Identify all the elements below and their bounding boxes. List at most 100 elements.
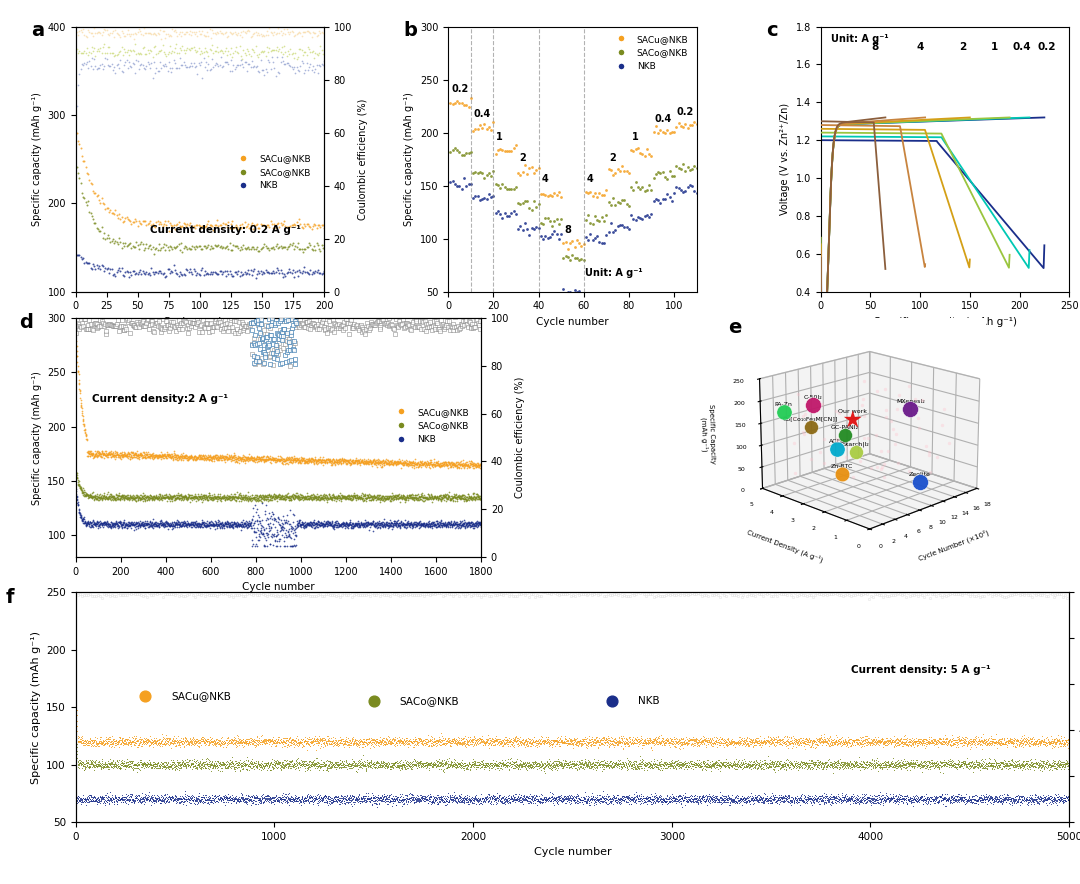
Point	[849, 792, 866, 806]
Point	[156, 736, 173, 751]
Point	[215, 321, 232, 335]
Point	[224, 450, 241, 464]
Point	[177, 789, 194, 804]
Point	[462, 492, 480, 507]
Point	[422, 320, 440, 334]
Point	[146, 517, 163, 531]
Point	[996, 789, 1013, 804]
Point	[788, 589, 806, 603]
Point	[617, 739, 634, 753]
Point	[882, 759, 900, 774]
Point	[90, 42, 107, 56]
Point	[492, 759, 510, 774]
Point	[528, 733, 545, 747]
Point	[883, 789, 901, 804]
Point	[400, 758, 417, 772]
Point	[663, 587, 680, 601]
Point	[729, 736, 746, 751]
Point	[436, 755, 454, 769]
Point	[231, 452, 248, 466]
Point	[619, 735, 636, 750]
Point	[895, 759, 913, 774]
Point	[121, 492, 138, 507]
Point	[465, 759, 483, 774]
Point	[471, 492, 488, 507]
Point	[345, 490, 362, 504]
Point	[752, 735, 769, 749]
Point	[461, 490, 478, 504]
Point	[635, 756, 652, 770]
Point	[852, 759, 869, 774]
Point	[1016, 758, 1034, 772]
Point	[179, 516, 197, 530]
Point	[465, 521, 483, 535]
Point	[730, 738, 747, 752]
Point	[972, 793, 989, 807]
Point	[1028, 795, 1045, 809]
Point	[361, 455, 378, 469]
Point	[907, 735, 924, 749]
Point	[296, 25, 313, 39]
Point	[667, 736, 685, 751]
Point	[329, 792, 347, 806]
Point	[361, 794, 378, 808]
Point	[444, 732, 461, 746]
Point	[666, 759, 684, 774]
Point	[798, 795, 815, 809]
Point	[650, 790, 667, 804]
Point	[111, 264, 129, 278]
Point	[792, 758, 809, 773]
Point	[389, 734, 406, 748]
Point	[429, 736, 446, 751]
Point	[734, 736, 752, 751]
Point	[583, 759, 600, 774]
Point	[93, 759, 110, 774]
Point	[221, 221, 239, 235]
Point	[621, 791, 638, 805]
Point	[900, 791, 917, 805]
Point	[638, 763, 656, 777]
Point	[225, 757, 242, 771]
Point	[230, 58, 247, 72]
Point	[242, 491, 259, 505]
Point	[634, 211, 651, 225]
Point	[690, 791, 707, 805]
Point	[294, 790, 311, 804]
Point	[636, 755, 653, 769]
Point	[409, 487, 427, 501]
Point	[471, 796, 488, 811]
Point	[644, 793, 661, 807]
Point	[401, 491, 418, 505]
Point	[242, 521, 259, 535]
Point	[729, 795, 746, 809]
Point	[1045, 756, 1063, 770]
Point	[456, 735, 473, 749]
Point	[940, 755, 957, 769]
Point	[241, 451, 258, 465]
Point	[570, 236, 588, 250]
Point	[240, 452, 257, 466]
Point	[297, 455, 314, 469]
Point	[419, 796, 436, 811]
Point	[416, 759, 433, 774]
Point	[680, 734, 698, 748]
Point	[298, 734, 315, 748]
Point	[121, 787, 138, 801]
Point	[886, 740, 903, 754]
Point	[985, 790, 1002, 804]
Point	[501, 796, 518, 811]
Point	[739, 738, 756, 752]
Point	[328, 736, 346, 751]
Point	[146, 493, 163, 507]
Point	[330, 493, 348, 507]
Point	[193, 758, 211, 772]
Point	[134, 489, 151, 503]
Point	[1012, 736, 1029, 751]
Point	[247, 60, 265, 74]
Point	[914, 792, 931, 806]
Point	[138, 735, 156, 750]
Point	[848, 794, 865, 808]
Point	[1030, 732, 1048, 746]
Point	[286, 735, 303, 750]
Point	[426, 735, 443, 749]
